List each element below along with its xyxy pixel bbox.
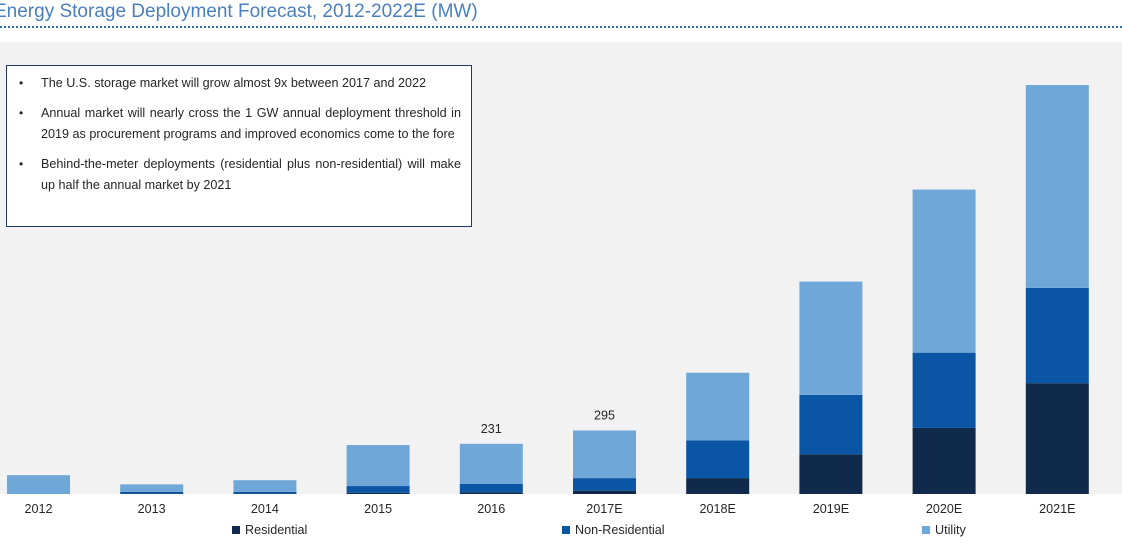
x-tick-label: 2013 (138, 502, 166, 516)
bar-segment-utility-2018e (686, 372, 750, 441)
data-labels: 231 295 (481, 408, 615, 435)
x-tick-label: 2012 (24, 502, 52, 516)
x-tick-label: 2016 (477, 502, 505, 516)
bar-segment-non-residential-2020e (912, 352, 976, 428)
bar-segment-residential-2016 (459, 492, 523, 494)
finding-item: Behind-the-meter deployments (residentia… (19, 154, 461, 196)
bar-segment-non-residential-2013 (120, 491, 184, 494)
bar-segment-non-residential-2019e (799, 394, 863, 455)
legend-swatch-residential (232, 526, 240, 534)
bar-segment-utility-2020e (912, 189, 976, 353)
x-tick-label: 2020E (926, 502, 962, 516)
finding-item: Annual market will nearly cross the 1 GW… (19, 103, 461, 145)
key-findings-box: The U.S. storage market will grow almost… (6, 65, 472, 227)
bar-segment-utility-2014 (233, 480, 297, 492)
x-tick-label: 2017E (586, 502, 622, 516)
legend-swatch-utility (922, 526, 930, 534)
bar-segment-residential-2021e (1025, 383, 1089, 494)
bar-segment-non-residential-2016 (459, 483, 523, 493)
data-label-2016: 231 (481, 422, 502, 436)
finding-item: The U.S. storage market will grow almost… (19, 73, 461, 94)
bar-segment-non-residential-2017e (573, 478, 636, 491)
title-divider (0, 26, 1122, 28)
x-tick-labels: 2012 2013 2014 2015 2016 2017E 2018E 2019E 2020E… (24, 502, 1075, 516)
bars-group (7, 85, 1089, 494)
legend-item-residential: Residential (232, 521, 307, 539)
legend-item-non-residential: Non-Residential (562, 521, 665, 539)
bar-segment-utility-2017e (573, 430, 636, 479)
bar-segment-residential-2019e (799, 454, 863, 494)
bar-segment-non-residential-2018e (686, 440, 750, 479)
legend-item-utility: Utility (922, 521, 966, 539)
bar-segment-residential-2020e (912, 427, 976, 494)
bar-segment-residential-2018e (686, 478, 750, 494)
data-label-2017e: 295 (594, 408, 615, 422)
bar-segment-non-residential-2014 (233, 491, 297, 494)
bar-segment-utility-2019e (799, 281, 863, 395)
legend-label-non-residential: Non-Residential (575, 523, 665, 537)
legend-swatch-non-residential (562, 526, 570, 534)
chart-title: Energy Storage Deployment Forecast, 2012… (0, 1, 478, 22)
bar-segment-utility-2012 (7, 475, 70, 494)
x-tick-label: 2018E (699, 502, 735, 516)
bar-segment-non-residential-2021e (1025, 287, 1089, 384)
x-tick-label: 2014 (251, 502, 279, 516)
x-tick-label: 2021E (1039, 502, 1075, 516)
legend-label-residential: Residential (245, 523, 308, 537)
x-tick-label: 2015 (364, 502, 392, 516)
bar-segment-utility-2016 (459, 443, 523, 484)
bar-segment-utility-2021e (1025, 85, 1089, 288)
x-tick-label: 2019E (813, 502, 849, 516)
bar-segment-residential-2017e (573, 490, 636, 494)
bar-segment-non-residential-2015 (346, 486, 410, 493)
bar-segment-utility-2015 (346, 445, 410, 487)
legend-label-utility: Utility (935, 523, 966, 537)
bar-segment-residential-2015 (346, 492, 410, 494)
bar-segment-utility-2013 (120, 484, 184, 492)
